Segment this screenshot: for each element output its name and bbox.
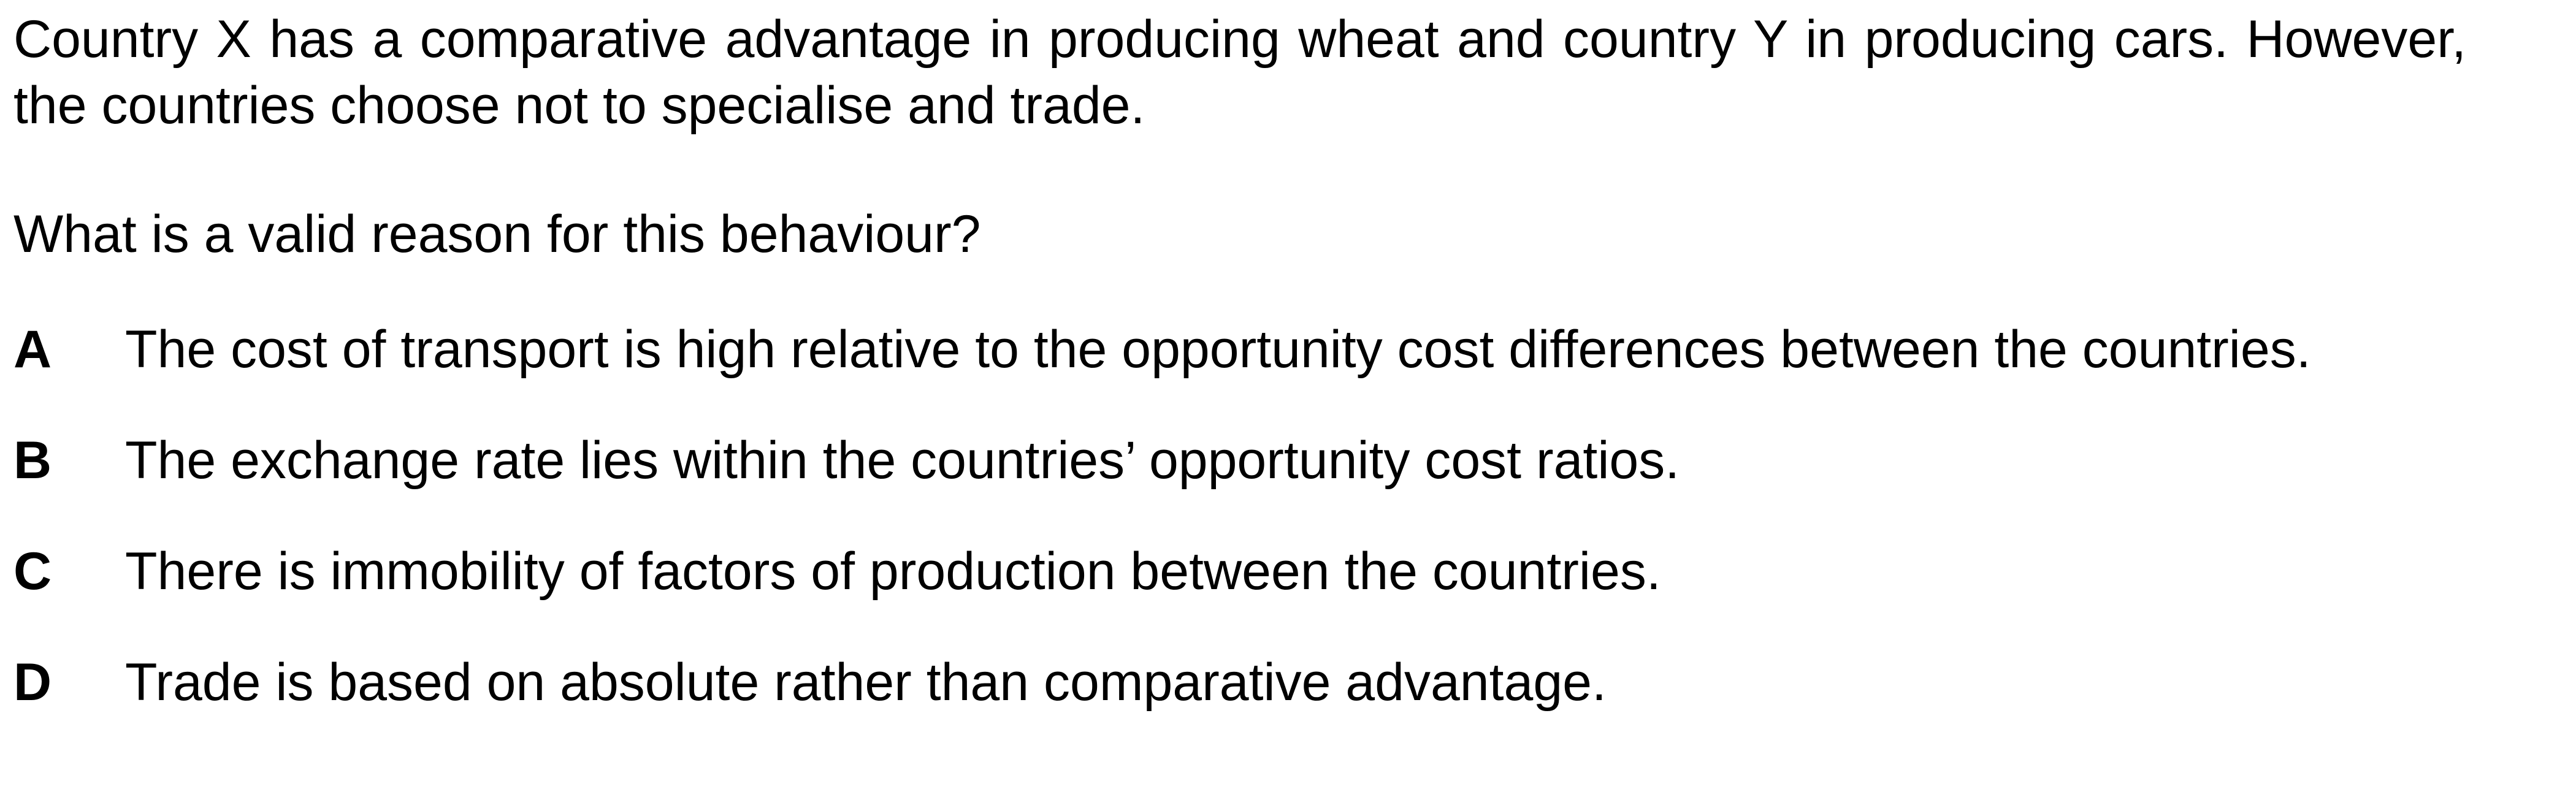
option-letter: A: [13, 320, 52, 379]
question-intro: Country X has a comparative advantage in…: [13, 10, 2466, 135]
option-b: B The exchange rate lies within the coun…: [13, 427, 2466, 493]
option-a: A The cost of transport is high relative…: [13, 316, 2466, 383]
option-text: There is immobility of factors of produc…: [125, 542, 1661, 601]
option-letter: D: [13, 653, 52, 712]
option-letter: C: [13, 542, 52, 601]
question-page: Country X has a comparative advantage in…: [13, 0, 2466, 715]
option-c: C There is immobility of factors of prod…: [13, 538, 2466, 604]
answer-options: A The cost of transport is high relative…: [13, 316, 2466, 715]
option-text: Trade is based on absolute rather than c…: [125, 653, 1607, 712]
option-letter: B: [13, 431, 52, 490]
option-d: D Trade is based on absolute rather than…: [13, 649, 2466, 715]
option-text: The cost of transport is high relative t…: [125, 320, 2311, 379]
question-prompt: What is a valid reason for this behaviou…: [13, 205, 981, 264]
option-text: The exchange rate lies within the countr…: [125, 431, 1680, 490]
